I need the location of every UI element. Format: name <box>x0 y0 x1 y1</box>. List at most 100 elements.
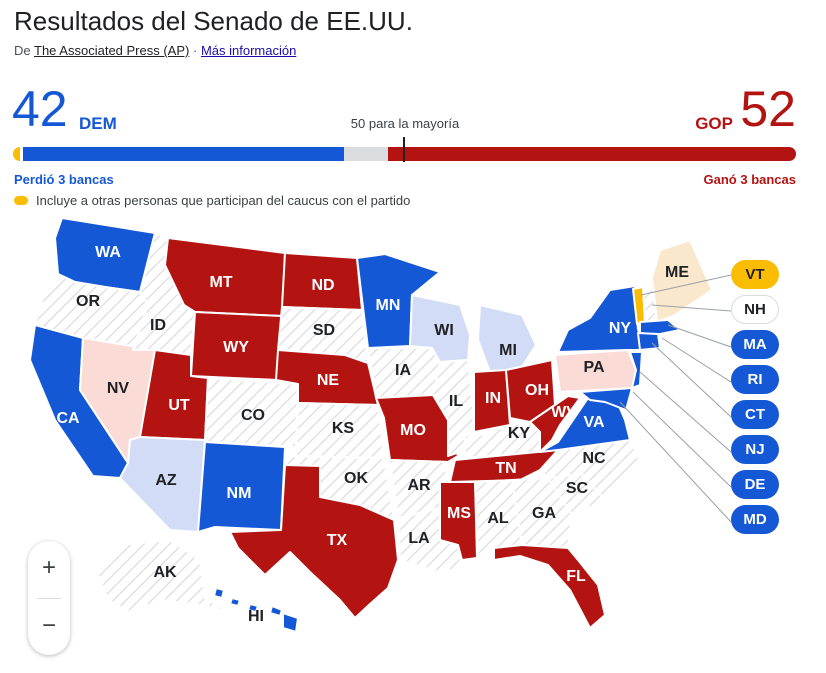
label-tn: TN <box>495 460 516 477</box>
label-nd: ND <box>311 277 334 294</box>
source-prefix: De <box>14 43 31 58</box>
seat-bar-undecided <box>344 147 388 161</box>
label-la: LA <box>408 530 430 547</box>
label-or: OR <box>76 293 100 310</box>
label-ak: AK <box>153 564 177 581</box>
zoom-control: + − <box>28 541 70 655</box>
label-ny: NY <box>609 320 632 337</box>
label-ut: UT <box>168 397 190 414</box>
caucus-legend-text: Incluye a otras personas que participan … <box>36 193 411 208</box>
gop-label: GOP <box>695 114 733 133</box>
label-sc: SC <box>566 480 589 497</box>
label-fl: FL <box>566 568 586 585</box>
state-nm[interactable] <box>197 441 286 533</box>
label-in: IN <box>485 390 501 407</box>
zoom-in-button[interactable]: + <box>41 554 56 581</box>
label-wv: WV <box>551 404 577 421</box>
caucus-legend: Incluye a otras personas que participan … <box>14 193 410 208</box>
state-ma-body[interactable] <box>639 319 681 336</box>
caucus-dot-icon <box>14 196 28 205</box>
label-ga: GA <box>532 505 556 522</box>
label-ar: AR <box>407 477 431 494</box>
label-pa: PA <box>583 359 604 376</box>
state-pill-md[interactable]: MD <box>731 505 779 534</box>
leader-line-md <box>619 401 732 523</box>
label-ne: NE <box>317 372 340 389</box>
label-tx: TX <box>327 532 348 549</box>
more-info-link[interactable]: Más información <box>200 43 297 58</box>
state-pill-ct[interactable]: CT <box>731 400 779 429</box>
label-nc: NC <box>582 450 606 467</box>
leader-line-ma <box>667 324 732 348</box>
state-nj-body[interactable] <box>629 351 643 389</box>
majority-label: 50 para la mayoría <box>350 116 460 131</box>
label-mt: MT <box>209 274 232 291</box>
source-line: De The Associated Press (AP) · Más infor… <box>14 43 296 58</box>
label-sd: SD <box>313 322 335 339</box>
label-il: IL <box>449 393 463 410</box>
state-pill-ma[interactable]: MA <box>731 330 779 359</box>
label-nv: NV <box>107 380 130 397</box>
label-va: VA <box>583 414 604 431</box>
label-al: AL <box>487 510 509 527</box>
leader-line-de <box>632 391 732 488</box>
label-nm: NM <box>227 485 252 502</box>
state-ak[interactable] <box>95 539 231 613</box>
label-wi: WI <box>434 322 454 339</box>
source-link[interactable]: The Associated Press (AP) <box>34 43 190 58</box>
state-ny[interactable] <box>557 285 651 353</box>
state-md-body[interactable] <box>579 387 633 411</box>
label-mi: MI <box>499 342 517 359</box>
label-ms: MS <box>447 505 471 522</box>
majority-marker <box>403 137 405 162</box>
state-wv[interactable] <box>529 395 581 453</box>
seat-bar <box>13 147 796 161</box>
seat-bar-dem <box>23 147 354 161</box>
small-state-leader-lines <box>619 274 732 523</box>
dem-seat-count: 42 <box>12 81 68 137</box>
state-mi[interactable] <box>477 304 537 373</box>
state-hi[interactable] <box>213 587 299 633</box>
seat-bar-independent <box>13 147 20 161</box>
label-ks: KS <box>332 420 355 437</box>
gop-seat-count: 52 <box>740 81 796 137</box>
label-id: ID <box>150 317 166 334</box>
leader-line-vt <box>640 274 732 296</box>
label-ky: KY <box>508 425 531 442</box>
state-fl[interactable] <box>493 544 606 629</box>
state-in[interactable] <box>473 369 511 433</box>
leader-line-ri <box>661 337 732 383</box>
label-mn: MN <box>376 297 401 314</box>
label-wa: WA <box>95 244 121 261</box>
label-hi: HI <box>248 608 264 625</box>
state-ga[interactable] <box>511 477 573 549</box>
state-pill-de[interactable]: DE <box>731 470 779 499</box>
leader-line-nh <box>651 304 732 312</box>
state-pill-ri[interactable]: RI <box>731 365 779 394</box>
label-me: ME <box>665 264 689 281</box>
state-pill-vt[interactable]: VT <box>731 260 779 289</box>
label-ca: CA <box>56 410 80 427</box>
label-co: CO <box>241 407 265 424</box>
label-ok: OK <box>344 470 368 487</box>
dem-status: Perdió 3 bancas <box>14 172 114 187</box>
leader-line-nj <box>639 371 732 453</box>
zoom-divider <box>37 598 61 599</box>
source-separator: · <box>192 43 198 58</box>
label-oh: OH <box>525 382 549 399</box>
leader-line-ct <box>651 342 732 418</box>
label-mo: MO <box>400 422 426 439</box>
label-az: AZ <box>155 472 177 489</box>
state-pill-nh[interactable]: NH <box>731 295 779 324</box>
dem-label: DEM <box>79 114 117 133</box>
gop-status: Ganó 3 bancas <box>703 172 796 187</box>
us-senate-map: WA OR ID MT ND MN ME WY SD WI MI NY CA N… <box>29 218 732 633</box>
page-title: Resultados del Senado de EE.UU. <box>14 6 413 36</box>
label-ia: IA <box>395 362 411 379</box>
state-il[interactable] <box>432 359 475 457</box>
state-pill-nj[interactable]: NJ <box>731 435 779 464</box>
seat-bar-gop <box>388 147 796 161</box>
state-tx[interactable] <box>229 464 399 619</box>
zoom-out-button[interactable]: − <box>41 612 56 639</box>
label-wy: WY <box>223 339 249 356</box>
